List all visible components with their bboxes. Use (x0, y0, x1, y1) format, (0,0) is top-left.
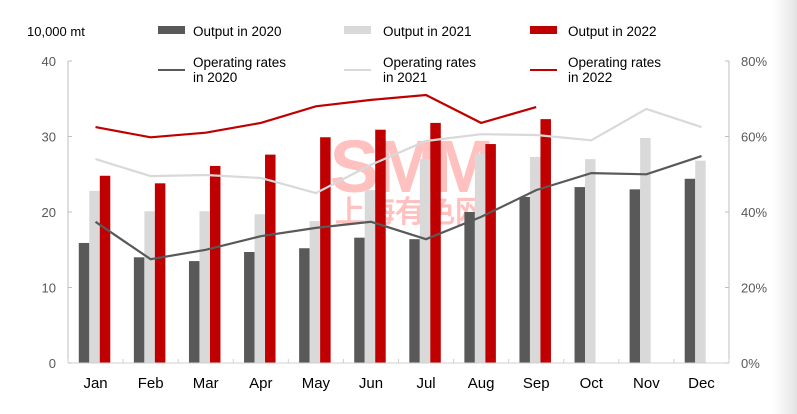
bar-output-in-2020 (409, 239, 420, 363)
bar-output-in-2022 (265, 154, 276, 363)
bar-output-in-2021 (695, 160, 706, 363)
bar-output-in-2020 (519, 196, 530, 363)
bar-output-in-2021 (419, 159, 431, 363)
legend-label-line1: Output in 2020 (193, 24, 282, 39)
x-category-label: Feb (138, 375, 164, 392)
bar-output-in-2020 (629, 189, 641, 363)
axes-layer: 0 10 20 30 40 0% 20% 40% 60% 80% Jan Feb Mar Apr May Ju… (42, 54, 768, 392)
right-y-tick-label: 20% (741, 281, 767, 296)
x-category-label: Jun (359, 375, 383, 392)
x-category-label: Oct (580, 375, 604, 392)
legend-label-line2: in 2022 (568, 70, 613, 85)
legend-label: Output in 2020 (193, 24, 282, 39)
legend-line-swatch (530, 69, 557, 71)
legend-bar-swatch (344, 26, 371, 34)
x-category-label: Jul (416, 375, 435, 392)
left-y-tick-label: 30 (42, 130, 56, 145)
bar-output-in-2020 (574, 187, 586, 363)
legend-bar-swatch (530, 26, 557, 34)
legend-label: Output in 2022 (568, 24, 657, 39)
watermark: SMM 上海有色网 (330, 125, 495, 230)
bar-output-in-2020 (78, 242, 90, 363)
lines-layer (94, 93, 702, 261)
x-category-label: Apr (249, 375, 272, 392)
bar-output-in-2021 (640, 138, 651, 363)
left-y-tick-label: 40 (42, 54, 56, 69)
bar-output-in-2020 (299, 248, 310, 363)
x-category-label: May (302, 375, 331, 392)
bar-output-in-2021 (474, 153, 486, 363)
bar-output-in-2021 (199, 211, 210, 363)
bar-output-in-2022 (485, 144, 496, 363)
edge-shadow (773, 0, 797, 414)
bar-output-in-2021 (309, 221, 321, 363)
x-category-label: Aug (468, 375, 495, 392)
bars-layer (78, 119, 706, 363)
x-category-label: Nov (633, 375, 660, 392)
bar-output-in-2022 (99, 175, 111, 363)
legend-bar-swatch (158, 26, 185, 34)
right-y-tick-label: 0% (741, 356, 760, 371)
line-operating-rates-in-2022 (95, 93, 537, 139)
legend-label: Operating rates in 2022 (568, 55, 661, 85)
bar-output-in-2020 (354, 237, 365, 363)
bar-output-in-2020 (133, 257, 145, 363)
legend-label-line2: in 2021 (383, 70, 428, 85)
bar-output-in-2022 (154, 183, 166, 363)
legend-line-swatch (344, 69, 371, 71)
bar-output-in-2021 (254, 214, 266, 363)
bar-output-in-2021 (585, 159, 596, 363)
x-category-label: Dec (688, 375, 715, 392)
watermark-logo: SMM (330, 125, 491, 208)
x-category-label: Jan (83, 375, 107, 392)
bar-output-in-2022 (375, 129, 386, 363)
legend-label-line1: Operating rates (193, 55, 287, 70)
legend-label-line1: Output in 2022 (568, 24, 657, 39)
bar-output-in-2020 (464, 212, 475, 363)
bar-output-in-2021 (529, 156, 541, 363)
x-category-label: Sep (523, 375, 550, 392)
line-operating-rates-in-2021 (95, 107, 702, 195)
bar-output-in-2020 (244, 252, 255, 363)
legend-label-line1: Operating rates (383, 55, 477, 70)
right-y-tick-label: 80% (741, 54, 767, 69)
line-operating-rates-in-2020 (94, 155, 702, 261)
legend-label-line2: in 2020 (193, 70, 238, 85)
bar-output-in-2022 (209, 165, 221, 363)
right-y-tick-label: 40% (741, 205, 767, 220)
bar-output-in-2022 (540, 119, 551, 363)
bar-output-in-2021 (144, 211, 155, 363)
bar-output-in-2020 (188, 261, 200, 363)
legend-label: Operating rates in 2020 (193, 55, 286, 85)
x-category-label: Mar (193, 375, 219, 392)
bar-output-in-2021 (89, 190, 100, 363)
legend-label: Output in 2021 (383, 24, 472, 39)
bar-output-in-2022 (430, 122, 441, 363)
bar-output-in-2022 (320, 137, 331, 363)
legend-line-swatch (158, 69, 185, 71)
bar-output-in-2020 (684, 178, 696, 363)
left-y-tick-label: 0 (49, 356, 56, 371)
legend-label-line1: Output in 2021 (383, 24, 472, 39)
y-axis-unit-label: 10,000 mt (27, 24, 85, 39)
left-y-tick-label: 10 (42, 281, 56, 296)
bar-output-in-2021 (364, 190, 376, 363)
right-y-tick-label: 60% (741, 130, 767, 145)
watermark-subtext: 上海有色网 (335, 195, 485, 230)
legend-label: Operating rates in 2021 (383, 55, 476, 85)
legend-label-line1: Operating rates (568, 55, 662, 70)
left-y-tick-label: 20 (42, 205, 56, 220)
